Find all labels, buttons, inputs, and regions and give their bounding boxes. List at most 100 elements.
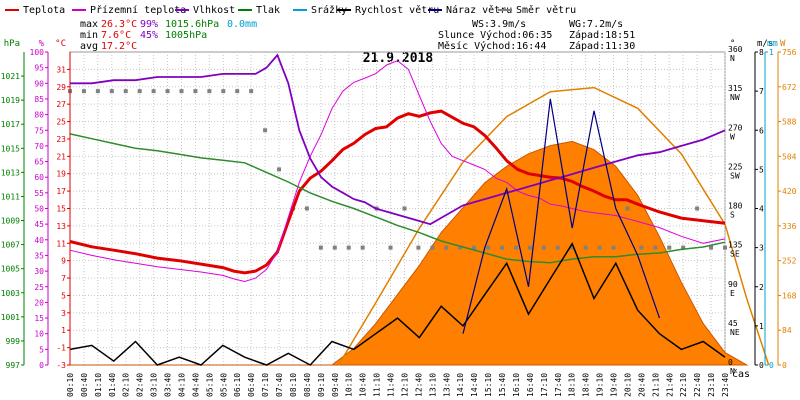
x-tick-label: 17:10	[540, 373, 549, 397]
axis-tick-label: 1015	[1, 144, 20, 153]
wind-direction-dot	[667, 245, 672, 250]
axis-tick-label: 1001	[1, 313, 20, 322]
axis-tick-label: 95	[34, 64, 44, 73]
x-tick-label: 00:10	[66, 373, 75, 397]
stat-min-hum: 45%	[140, 30, 158, 41]
x-tick-label: 20:40	[637, 373, 646, 397]
wind-direction-dot	[416, 245, 421, 250]
wind-direction-dot	[388, 245, 393, 250]
x-tick-label: 08:10	[289, 373, 298, 397]
series-rychlost-v-tru	[69, 242, 726, 366]
axis-tick-label: -1	[56, 344, 66, 353]
wind-dir-tick-label: 315	[728, 84, 743, 93]
wind-direction-dot	[458, 245, 463, 250]
wind-direction-dot	[235, 89, 240, 94]
x-tick-label: 02:10	[122, 373, 131, 397]
wind-direction-dot	[444, 245, 449, 250]
legend: Teplota Přízemní teplota Vlhkost Tlak Srážky…	[5, 4, 576, 16]
axis-tick-label: 11	[56, 239, 66, 248]
axis-tick-label: 3	[759, 244, 764, 253]
axis-tick-label: 1	[769, 48, 774, 57]
wind-dir-name: N	[730, 367, 735, 376]
series-p-zemn-teplota	[69, 60, 726, 283]
axis-tick-label: 0	[759, 361, 764, 370]
series-teplota	[69, 109, 726, 275]
wind-direction-dot	[318, 245, 323, 250]
axis-tick-label: 1009	[1, 217, 20, 226]
wind-direction-dot	[109, 89, 114, 94]
axis-tick-label: 55	[34, 189, 44, 198]
stat-min-press: 1005hPa	[165, 30, 207, 41]
axis-tick-label: 15	[34, 314, 44, 323]
x-tick-label: 09:40	[331, 373, 340, 397]
chart-title: 21.9.2018	[363, 51, 434, 66]
legend-label: Tlak	[256, 5, 280, 16]
wind-direction-dot	[95, 89, 100, 94]
x-tick-label: 16:10	[512, 373, 521, 397]
wind-direction-dot	[541, 245, 546, 250]
x-tick-label: 19:10	[596, 373, 605, 397]
wind-direction-dot	[402, 206, 407, 211]
axis-tick-label: 1019	[1, 96, 20, 105]
axis-tick-label: 85	[34, 95, 44, 104]
x-tick-label: 00:40	[80, 373, 89, 397]
axis-tick-label: 5	[39, 345, 44, 354]
axis-tick-label: 588	[782, 118, 797, 127]
wind-direction-dot	[723, 245, 727, 250]
stat-wg: WG:7.2m/s	[569, 19, 623, 30]
x-tick-label: 22:40	[693, 373, 702, 397]
axis-tick-label: 0	[769, 361, 774, 370]
axis-tick-label: 15	[56, 205, 66, 214]
stat-moon-set: Západ:11:30	[569, 40, 635, 52]
x-tick-label: 02:40	[136, 373, 145, 397]
axis-tick-label: 19	[56, 170, 66, 179]
axis-tick-label: 2	[759, 283, 764, 292]
x-tick-label: 11:40	[387, 373, 396, 397]
x-tick-label: 10:10	[345, 373, 354, 397]
axis-tick-label: 1	[759, 322, 764, 331]
wind-direction-dot	[486, 245, 491, 250]
axis-label: mm	[767, 39, 778, 49]
wind-direction-dot	[221, 89, 226, 94]
stats-block: max 26.3°C 99% 1015.6hPa 0.0mm min 7.6°C…	[80, 19, 635, 52]
axis-tick-label: 1011	[1, 192, 20, 201]
axis-tick-label: 1013	[1, 168, 20, 177]
axis-tick-label: -3	[56, 361, 66, 370]
x-axis-label: čas	[732, 368, 750, 380]
wind-direction-dot	[639, 245, 644, 250]
stat-max-press: 1015.6hPa	[165, 19, 219, 30]
x-tick-label: 21:10	[651, 373, 660, 397]
wind-dir-name: S	[730, 211, 735, 220]
wind-direction-dot	[555, 245, 560, 250]
axis-tick-label: 1003	[1, 289, 20, 298]
wind-direction-dot	[346, 245, 351, 250]
series-tlak	[69, 133, 726, 264]
x-tick-label: 21:40	[665, 373, 674, 397]
axis-tick-label: 1005	[1, 265, 20, 274]
axis-tick-label: 80	[34, 111, 44, 120]
stat-min-temp: 7.6°C	[101, 30, 131, 41]
axis-tick-label: 70	[34, 142, 44, 151]
axis-tick-label: 60	[34, 173, 44, 182]
x-tick-label: 18:40	[582, 373, 591, 397]
wind-dir-tick-label: 45	[728, 319, 738, 328]
wind-dir-tick-label: 180	[728, 202, 743, 211]
axis-tick-label: 997	[6, 361, 21, 370]
wind-direction-dot	[500, 245, 505, 250]
stat-avg-temp: 17.2°C	[101, 41, 137, 52]
axis-tick-label: 1	[61, 326, 66, 335]
stat-ws: WS:3.9m/s	[472, 19, 526, 30]
axis-tick-label: 4	[759, 205, 764, 214]
axis-tick-label: 1021	[1, 72, 20, 81]
series-n-raz-v-tru	[462, 98, 661, 334]
stat-avg-label: avg	[80, 41, 98, 52]
axis-tick-label: 504	[782, 152, 797, 161]
wind-dir-name: W	[730, 132, 735, 141]
stat-max-hum: 99%	[140, 19, 158, 30]
x-tick-label: 14:40	[470, 373, 479, 397]
axis-tick-label: 7	[759, 87, 764, 96]
wind-direction-dot	[249, 89, 254, 94]
axis-tick-label: 100	[30, 48, 45, 57]
wind-direction-dot	[625, 206, 630, 211]
axis-tick-label: 35	[34, 251, 44, 260]
